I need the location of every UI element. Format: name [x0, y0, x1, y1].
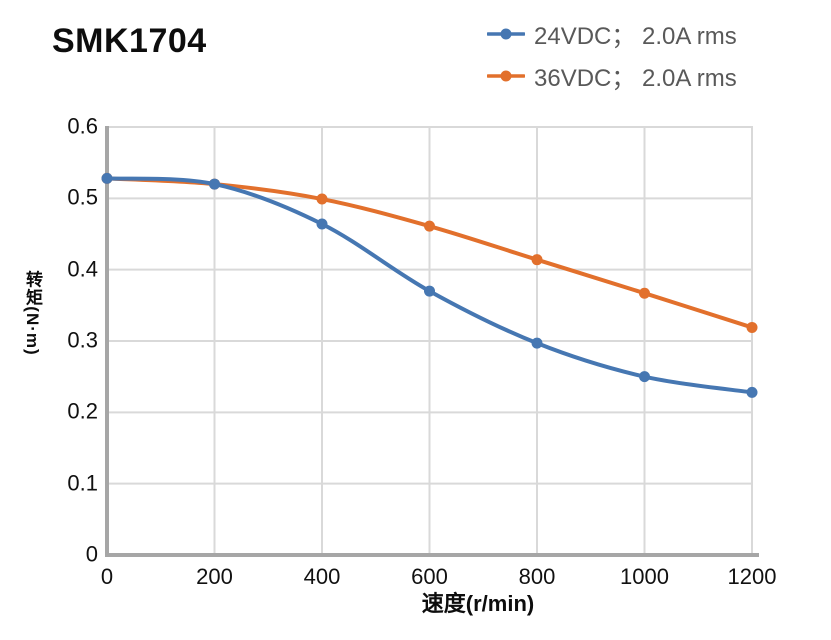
data-point-marker — [746, 321, 758, 333]
y-tick-label: 0 — [85, 541, 98, 567]
x-tick-label: 400 — [303, 564, 341, 589]
legend: 24VDC； 2.0A rms 36VDC； 2.0A rms — [487, 16, 737, 93]
chart-title: SMK1704 — [52, 22, 207, 60]
legend-label-24vdc: 24VDC； 2.0A rms — [534, 23, 737, 50]
data-point-marker — [639, 371, 650, 383]
x-tick-label: 600 — [411, 564, 448, 589]
x-tick-label: 1200 — [727, 564, 777, 589]
x-tick-label: 200 — [196, 564, 233, 589]
legend-line-dot-icon — [487, 70, 525, 81]
x-tick-label: 1000 — [620, 564, 669, 589]
legend-item-36vdc: 36VDC； 2.0A rms — [487, 58, 737, 93]
legend-label-36vdc: 36VDC； 2.0A rms — [534, 65, 737, 92]
x-tick-label: 0 — [100, 564, 114, 589]
data-point-marker — [424, 285, 435, 297]
data-point-marker — [424, 220, 435, 232]
y-tick-label: 0.1 — [67, 470, 98, 496]
data-point-marker — [639, 287, 650, 299]
data-point-marker — [531, 337, 543, 349]
y-tick-label: 0.6 — [67, 113, 98, 139]
y-tick-label: 0.2 — [67, 398, 98, 424]
data-point-marker — [746, 386, 758, 398]
y-tick-label: 0.5 — [67, 184, 98, 210]
data-point-marker — [101, 172, 113, 184]
x-axis-label: 速度(r/min) — [421, 591, 535, 616]
y-tick-label: 0.4 — [67, 256, 98, 282]
data-point-marker — [209, 178, 220, 190]
y-axis-label: 转矩(N·m) — [23, 270, 42, 356]
y-tick-label: 0.3 — [67, 327, 98, 353]
legend-item-24vdc: 24VDC； 2.0A rms — [487, 16, 737, 51]
x-tick-label: 800 — [518, 564, 556, 589]
data-point-marker — [531, 254, 543, 266]
data-point-marker — [316, 218, 328, 230]
data-point-marker — [316, 193, 328, 205]
legend-line-dot-icon — [487, 28, 525, 39]
